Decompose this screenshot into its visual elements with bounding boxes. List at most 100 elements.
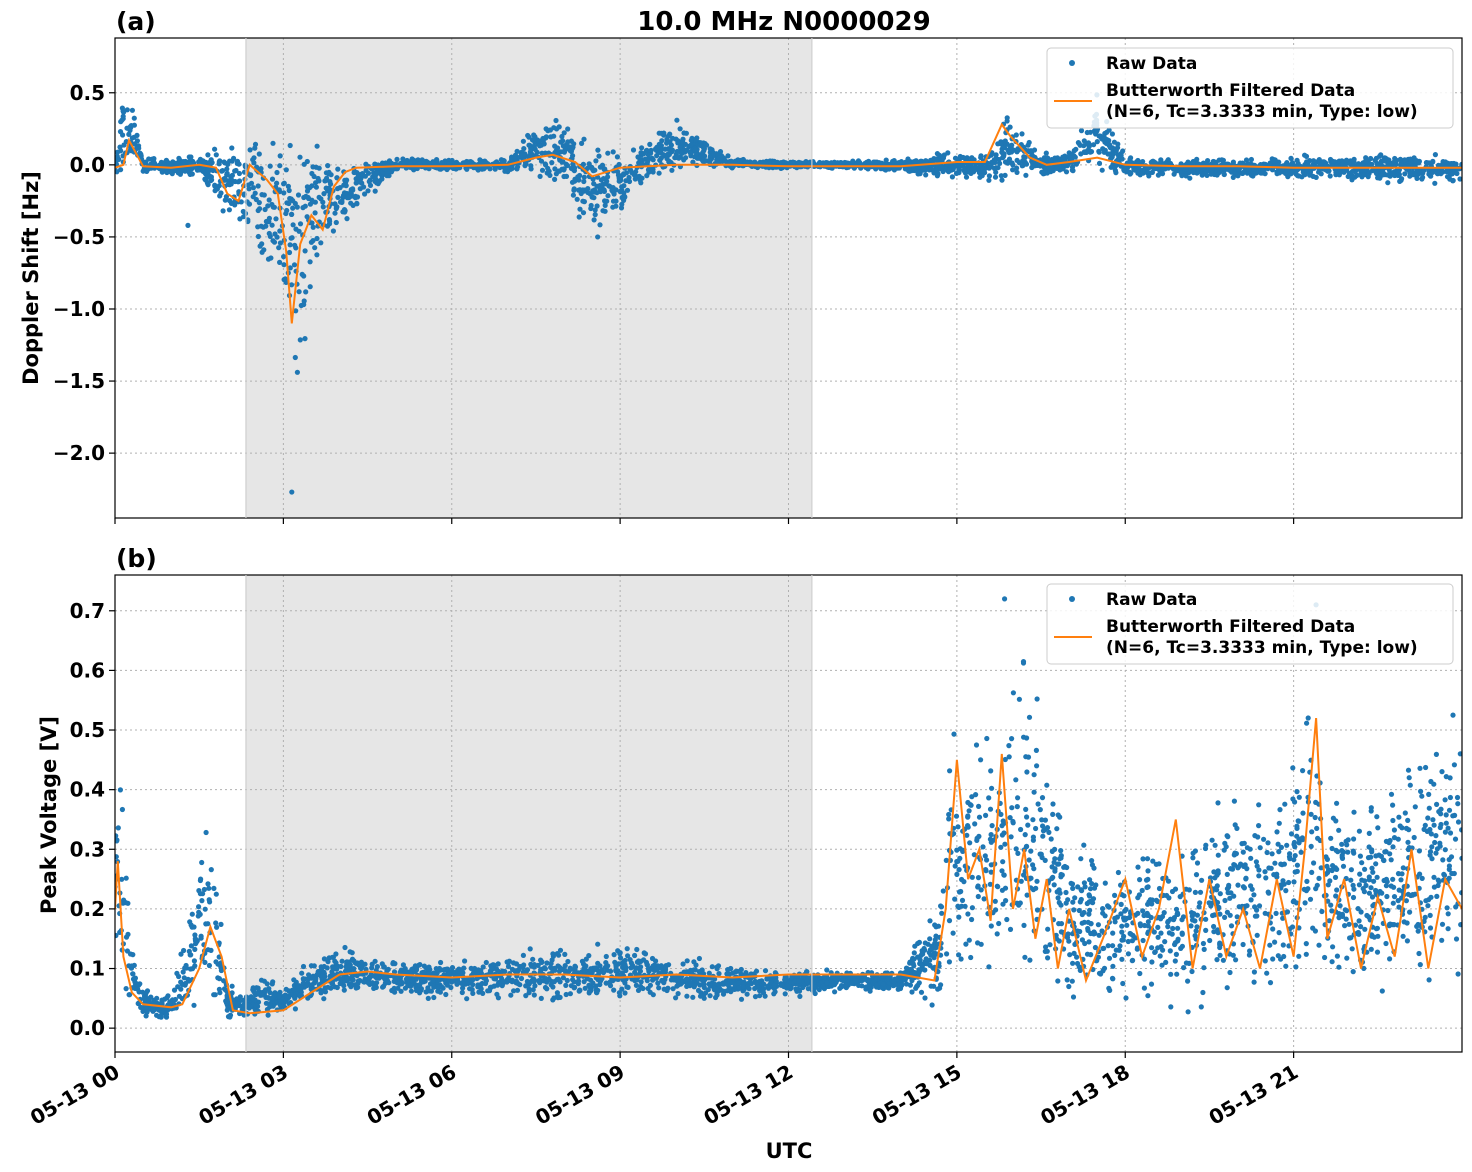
raw-data-point [980,844,986,850]
raw-data-point [1091,142,1097,148]
raw-data-point [1309,869,1315,876]
raw-data-point [926,167,932,173]
raw-data-point [644,961,650,968]
raw-data-point [129,135,135,141]
raw-data-point [181,975,187,981]
raw-data-point [245,182,252,188]
raw-data-point [1094,139,1100,145]
raw-data-point [1447,794,1453,801]
raw-data-point [208,157,214,163]
raw-data-point [601,188,608,194]
raw-data-point [1119,929,1125,935]
raw-data-point [1110,963,1116,969]
panel-a-label: (a) [116,7,156,36]
raw-data-point [969,874,975,880]
raw-data-point [1210,158,1216,165]
raw-data-point [1346,921,1352,927]
raw-data-point [159,167,165,173]
raw-data-point [591,217,597,223]
raw-data-point [1432,180,1438,186]
raw-data-point [580,210,587,216]
raw-data-point [293,308,299,314]
raw-data-point [580,198,586,204]
raw-data-point [334,175,340,181]
raw-data-point [541,141,547,147]
raw-data-point [310,224,316,230]
raw-data-point [1004,916,1010,923]
raw-data-point [191,958,197,964]
raw-data-point [891,167,898,173]
raw-data-point [1291,879,1297,885]
raw-data-point [655,980,661,986]
raw-data-point [232,178,238,185]
raw-data-point [1316,157,1322,163]
raw-data-point [1251,892,1257,898]
raw-data-point [1073,161,1079,167]
raw-data-point [1221,171,1227,178]
raw-data-point [1377,153,1383,159]
raw-data-point [625,953,631,959]
raw-data-point [656,985,662,991]
raw-data-point [1159,171,1166,177]
raw-data-point [576,214,582,220]
raw-data-point [1325,882,1331,888]
raw-data-point [425,995,431,1002]
raw-data-point [302,248,308,254]
raw-data-point [1111,139,1117,145]
raw-data-point [559,159,565,165]
raw-data-point [369,965,375,971]
raw-data-point [120,116,126,122]
raw-data-point [1000,901,1006,907]
raw-data-point [1426,805,1432,811]
raw-data-point [703,158,710,164]
raw-data-point [1262,171,1268,177]
raw-data-point [123,986,129,992]
raw-data-point [745,160,751,166]
raw-data-point [1445,825,1451,831]
raw-data-point [1140,908,1146,914]
raw-data-point [956,952,962,958]
raw-data-point [659,138,665,144]
raw-data-point [1414,175,1420,181]
raw-data-point [581,136,587,142]
raw-data-point [464,158,470,165]
raw-data-point [960,154,966,161]
raw-data-point [285,183,291,189]
raw-data-point [644,173,650,179]
raw-data-point [866,158,872,164]
raw-data-point [220,208,226,214]
raw-data-point [570,192,577,198]
raw-data-point [314,235,320,242]
raw-data-point [226,207,232,213]
raw-data-point [560,143,566,149]
raw-data-point [189,911,195,917]
raw-data-point [1351,836,1357,842]
raw-data-point [303,289,309,295]
raw-data-point [192,963,198,969]
raw-data-point [330,228,336,234]
raw-data-point [267,233,273,239]
raw-data-point [1397,823,1403,829]
raw-data-point [335,186,341,192]
raw-data-point [1127,171,1133,177]
raw-data-point [1022,832,1028,838]
raw-data-point [1153,165,1159,171]
raw-data-point [131,115,137,121]
raw-data-point [543,162,549,168]
raw-data-point [562,963,568,969]
raw-data-point [479,980,485,987]
raw-data-point [218,190,224,196]
raw-data-point [1203,916,1209,922]
panel-a-filtered-line [115,122,1462,324]
raw-data-point [1048,158,1054,165]
raw-data-point [561,167,567,173]
raw-data-point [1042,168,1048,174]
raw-data-point [1426,171,1432,177]
raw-data-point [271,239,278,245]
raw-data-point [318,240,324,246]
raw-data-point [297,154,303,160]
raw-data-point [453,166,459,172]
raw-data-point [1188,167,1194,173]
raw-data-point [537,173,543,179]
raw-data-point [1327,878,1333,884]
